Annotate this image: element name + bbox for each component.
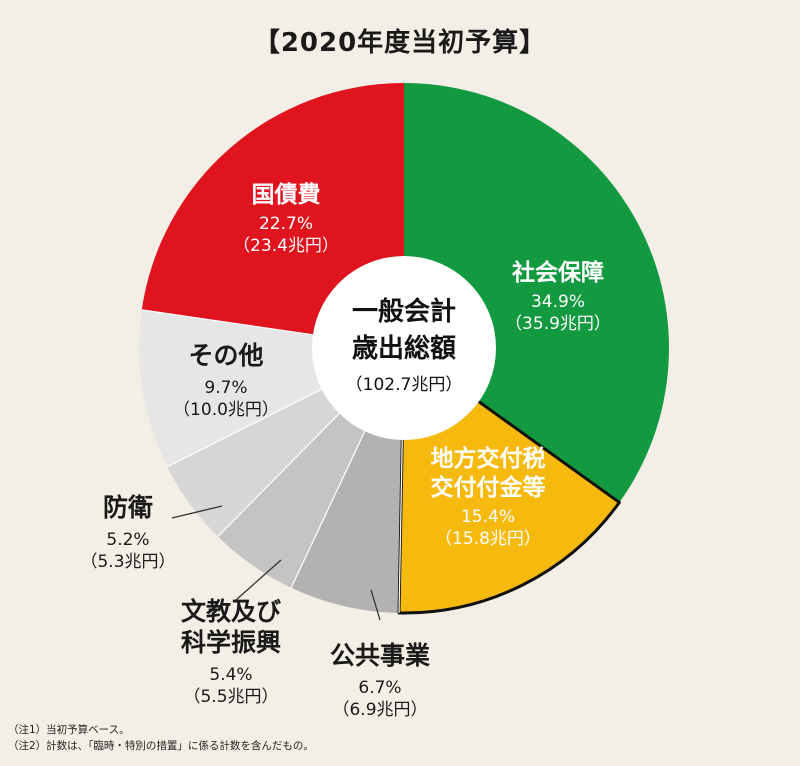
slice-amount-2: （6.9兆円） — [332, 700, 427, 720]
footnotes: （注1）当初予算ベース。 （注2）計数は、「臨時・特別の措置」に係る計数を含んだ… — [8, 722, 314, 754]
leader-line-4 — [171, 505, 223, 519]
slice-name-1-1: 交付付金等 — [431, 474, 546, 501]
footnote-1: （注1）当初予算ベース。 — [8, 724, 130, 736]
slice-percent-0: 34.9% — [531, 292, 585, 312]
slice-name-5-0: その他 — [188, 341, 263, 370]
center-label: 一般会計 歳出総額 （102.7兆円） — [346, 296, 463, 395]
slice-name-2-0: 公共事業 — [330, 641, 430, 670]
center-hole — [312, 256, 496, 440]
slice-name-3-1: 科学振興 — [181, 628, 281, 657]
slice-percent-3: 5.4% — [209, 665, 252, 685]
footnote-2: （注2）計数は、「臨時・特別の措置」に係る計数を含んだもの。 — [8, 740, 314, 752]
slice-percent-6: 22.7% — [259, 214, 313, 234]
slice-amount-5: （10.0兆円） — [173, 400, 279, 420]
slice-amount-6: （23.4兆円） — [233, 236, 339, 256]
leader-lines — [171, 505, 381, 621]
slice-amount-1: （15.8兆円） — [435, 529, 541, 549]
slice-name-6-0: 国債費 — [252, 182, 321, 208]
chart-title: 【2020年度当初予算】 — [253, 28, 547, 58]
slice-percent-5: 9.7% — [204, 378, 247, 398]
slice-name-3-0: 文教及び — [181, 597, 281, 626]
slice-percent-2: 6.7% — [358, 678, 401, 698]
slice-percent-4: 5.2% — [106, 530, 149, 550]
center-label-line1: 一般会計 — [352, 296, 456, 327]
slice-name-0-0: 社会保障 — [512, 259, 604, 286]
pie-slice-6 — [141, 83, 404, 348]
slice-amount-3: （5.5兆円） — [183, 687, 278, 707]
slice-amount-4: （5.3兆円） — [80, 552, 175, 572]
slice-percent-1: 15.4% — [461, 507, 515, 527]
leader-line-3 — [235, 559, 282, 601]
leader-line-2 — [370, 589, 381, 621]
pie-slice-1-outline — [397, 346, 621, 615]
slice-amount-0: （35.9兆円） — [505, 314, 611, 334]
slice-name-1-0: 地方交付税 — [431, 445, 546, 472]
slice-name-4-0: 防衛 — [103, 493, 153, 522]
pie-slice-0 — [404, 83, 669, 503]
center-label-line2: 歳出総額 — [352, 333, 456, 364]
center-total: （102.7兆円） — [346, 375, 463, 395]
